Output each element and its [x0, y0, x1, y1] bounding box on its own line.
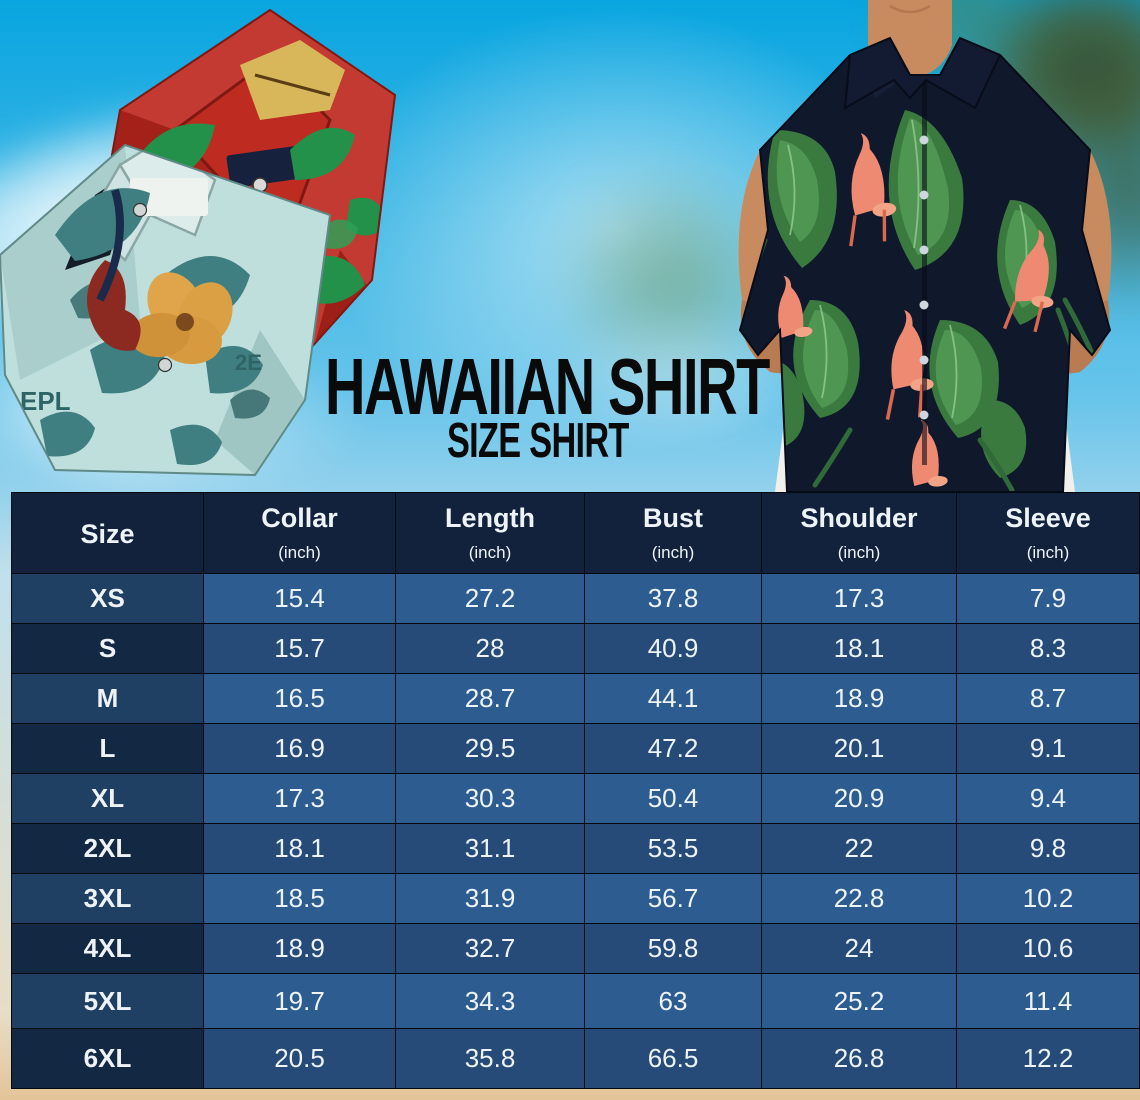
svg-text:EPL: EPL — [20, 386, 71, 416]
svg-text:2E: 2E — [235, 350, 262, 375]
